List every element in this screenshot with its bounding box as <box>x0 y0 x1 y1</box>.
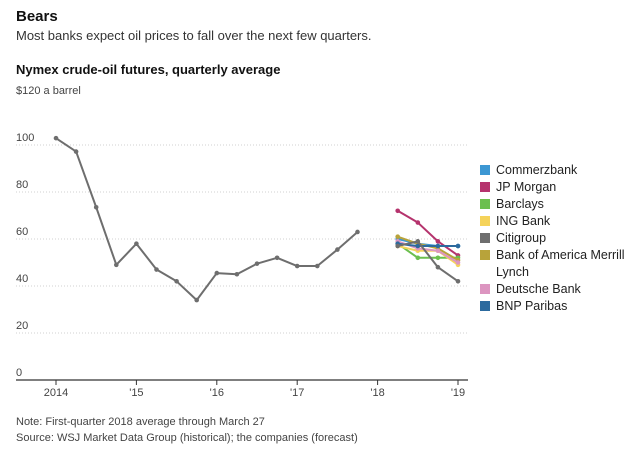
y-tick-label: 40 <box>16 273 28 285</box>
data-point-deutsche-bank <box>455 260 461 265</box>
y-tick-label: 0 <box>16 367 22 379</box>
legend-swatch <box>480 233 490 243</box>
y-axis-label: $120 a barrel <box>16 85 81 97</box>
series-line-ing-bank <box>397 245 459 266</box>
data-point-citigroup <box>455 279 461 284</box>
data-point-jp-morgan <box>415 220 421 225</box>
data-point-citigroup <box>73 149 79 154</box>
data-point-citigroup <box>335 247 340 252</box>
data-point-citigroup <box>194 297 199 303</box>
data-point-citigroup <box>435 264 441 270</box>
data-point-citigroup <box>134 241 139 246</box>
legend-label: Commerzbank <box>496 163 578 177</box>
legend-item-ing-bank: ING Bank <box>480 213 640 230</box>
data-point-deutsche-bank <box>435 248 441 254</box>
legend-item-citigroup: Citigroup <box>480 230 640 247</box>
legend-item-jp-morgan: JP Morgan <box>480 179 640 196</box>
data-point-citigroup <box>274 255 280 261</box>
chart-source: Source: WSJ Market Data Group (historica… <box>16 432 358 444</box>
chart-subtitle: Most banks expect oil prices to fall ove… <box>16 28 372 43</box>
data-point-citigroup <box>254 261 260 266</box>
chart-legend: Commerzbank JP Morgan Barclays ING Bank Citi… <box>480 162 640 315</box>
legend-label: JP Morgan <box>496 180 557 194</box>
legend-label: Citigroup <box>496 231 547 245</box>
legend-item-commerzbank: Commerzbank <box>480 162 640 179</box>
x-tick-label: '19 <box>451 387 465 399</box>
data-point-citigroup <box>114 262 119 268</box>
series-line-citigroup <box>55 137 359 302</box>
y-tick-label: 60 <box>16 226 28 238</box>
legend-label: Deutsche Bank <box>496 282 581 296</box>
chart-title: Nymex crude-oil futures, quarterly avera… <box>16 62 281 77</box>
legend-label: BNP Paribas <box>496 299 568 313</box>
y-tick-label: 20 <box>16 320 28 332</box>
legend-swatch <box>480 284 490 294</box>
legend-swatch <box>480 216 490 226</box>
chart-note: Note: First-quarter 2018 average through… <box>16 416 265 428</box>
data-point-barclays <box>415 255 421 261</box>
x-tick-label: '18 <box>370 387 384 399</box>
data-point-citigroup <box>395 243 401 249</box>
legend-swatch <box>480 301 490 311</box>
chart-headline: Bears <box>16 8 58 25</box>
data-point-citigroup <box>315 263 320 269</box>
x-tick-label: '17 <box>290 387 304 399</box>
data-point-bnp-paribas <box>455 243 461 249</box>
series-line-bnp-paribas <box>397 242 458 248</box>
legend-label: ING Bank <box>496 214 551 228</box>
legend-item-deutsche-bank: Deutsche Bank <box>480 281 640 298</box>
data-point-citigroup <box>154 267 159 272</box>
data-point-jp-morgan <box>395 208 401 214</box>
legend-item-barclays: Barclays <box>480 196 640 213</box>
data-point-citigroup <box>214 270 220 276</box>
series-line-citigroup <box>397 240 459 283</box>
series-line-jp-morgan <box>397 209 459 257</box>
x-tick-label: '15 <box>129 387 143 399</box>
y-tick-label: 100 <box>16 132 34 144</box>
data-point-jp-morgan <box>435 239 441 244</box>
legend-swatch <box>480 165 490 175</box>
y-tick-label: 80 <box>16 179 28 191</box>
legend-label: Barclays <box>496 197 544 211</box>
data-point-citigroup <box>355 229 360 235</box>
x-tick-label: 2014 <box>44 387 68 399</box>
data-point-citigroup <box>53 135 59 141</box>
data-point-bnp-paribas <box>435 243 441 249</box>
data-point-citigroup <box>174 279 179 284</box>
legend-label: Bank of America Merrill Lynch <box>496 248 625 279</box>
data-point-citigroup <box>415 239 421 244</box>
legend-swatch <box>480 199 490 209</box>
legend-swatch <box>480 182 490 192</box>
data-point-citigroup <box>294 263 300 269</box>
legend-item-bank-of-america-merrill-lynch: Bank of America Merrill Lynch <box>480 247 640 281</box>
data-point-citigroup <box>234 271 240 277</box>
data-point-bank-of-america-merrill-lynch <box>395 234 401 239</box>
legend-item-bnp-paribas: BNP Paribas <box>480 298 640 315</box>
data-point-citigroup <box>93 204 99 210</box>
x-tick-label: '16 <box>210 387 224 399</box>
data-point-bnp-paribas <box>415 243 421 249</box>
data-point-barclays <box>435 255 441 261</box>
legend-swatch <box>480 250 490 260</box>
